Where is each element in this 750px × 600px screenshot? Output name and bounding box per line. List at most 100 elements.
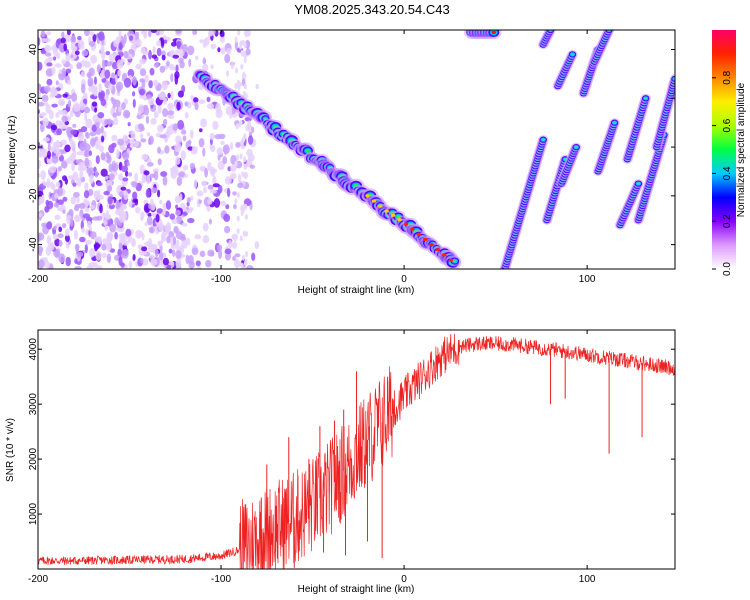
noise-blob	[238, 261, 242, 268]
noise-blob	[111, 134, 118, 142]
noise-blob	[190, 95, 194, 100]
noise-blob	[109, 223, 117, 233]
spectrogram-content	[38, 30, 675, 269]
noise-blob	[86, 167, 92, 174]
noise-blob	[50, 181, 54, 190]
noise-blob	[91, 101, 98, 107]
noise-blob	[55, 181, 61, 188]
noise-blob	[217, 185, 223, 194]
noise-blob	[64, 234, 70, 242]
noise-blob	[38, 37, 41, 46]
noise-blob	[242, 40, 246, 46]
noise-blob	[61, 31, 65, 39]
noise-blob	[164, 145, 170, 154]
noise-blob	[167, 110, 175, 116]
noise-blob	[178, 171, 185, 178]
noise-blob	[49, 109, 54, 120]
noise-blob	[42, 117, 49, 127]
noise-blob	[46, 31, 51, 36]
noise-blob	[159, 134, 167, 139]
noise-blob	[234, 160, 238, 167]
noise-blob	[175, 49, 179, 55]
noise-blob	[131, 237, 136, 248]
noise-blob	[84, 244, 88, 254]
noise-blob	[94, 170, 99, 178]
noise-blob	[116, 59, 124, 69]
noise-blob	[139, 88, 145, 96]
noise-blob	[89, 247, 96, 258]
noise-blob	[157, 146, 161, 154]
noise-blob	[176, 40, 182, 48]
noise-blob	[60, 37, 66, 44]
noise-blob	[104, 175, 109, 180]
noise-blob	[140, 126, 145, 132]
trace-hot	[410, 227, 415, 231]
noise-blob	[114, 254, 121, 261]
noise-blob	[61, 223, 67, 229]
noise-blob	[224, 225, 231, 234]
noise-blob	[229, 109, 233, 119]
noise-blob	[238, 176, 242, 183]
noise-blob	[81, 83, 86, 94]
noise-blob	[154, 62, 160, 68]
noise-blob	[230, 164, 237, 173]
noise-blob	[95, 265, 103, 269]
noise-blob	[107, 185, 113, 192]
noise-blob	[191, 146, 198, 153]
noise-blob	[219, 30, 225, 37]
noise-blob	[38, 83, 42, 92]
noise-blob	[249, 164, 255, 169]
noise-blob	[197, 265, 201, 269]
noise-blob	[61, 160, 68, 169]
noise-blob	[43, 85, 51, 93]
noise-blob	[189, 129, 194, 139]
noise-blob	[171, 165, 179, 173]
noise-blob	[166, 61, 170, 67]
x-tick-label: 100	[579, 274, 596, 285]
noise-blob	[128, 200, 133, 208]
noise-blob	[172, 236, 177, 246]
noise-blob	[207, 249, 215, 257]
trace-hot	[371, 199, 377, 203]
noise-blob	[101, 243, 107, 251]
noise-blob	[242, 230, 246, 237]
noise-blob	[175, 204, 179, 210]
noise-blob	[69, 110, 74, 118]
noise-blob	[44, 101, 49, 107]
noise-blob	[182, 135, 187, 142]
noise-blob	[89, 175, 94, 184]
noise-blob	[207, 161, 212, 172]
noise-blob	[46, 62, 53, 67]
noise-blob	[192, 30, 198, 35]
noise-blob	[38, 173, 41, 178]
x-tick-label: -100	[211, 274, 231, 285]
noise-blob	[176, 101, 181, 111]
noise-blob	[122, 177, 129, 182]
noise-blob	[175, 64, 179, 73]
noise-blob	[74, 215, 80, 223]
colorbar-ticks: 0.0 0.2 0.4 0.6 0.8	[712, 70, 733, 276]
noise-blob	[159, 251, 164, 261]
noise-blob	[218, 249, 223, 259]
noise-blob	[105, 51, 111, 56]
noise-blob	[206, 103, 215, 110]
noise-blob	[202, 63, 209, 72]
noise-blob	[153, 111, 159, 119]
noise-blob	[50, 146, 54, 153]
noise-blob	[104, 225, 108, 231]
noise-blob	[123, 190, 129, 200]
noise-blob	[47, 142, 51, 152]
noise-blob	[55, 151, 62, 158]
noise-blob	[46, 235, 52, 245]
x-tick-label: -100	[211, 574, 231, 585]
noise-blob	[186, 209, 192, 214]
noise-blob	[190, 195, 194, 201]
noise-blob	[64, 144, 71, 153]
noise-blob	[117, 138, 125, 146]
noise-blob	[152, 46, 156, 55]
noise-blob	[150, 118, 157, 125]
colorbar-tick-label: 0.0	[722, 262, 733, 276]
noise-blob	[38, 160, 41, 169]
noise-blob	[43, 257, 48, 263]
noise-blob	[171, 41, 177, 47]
